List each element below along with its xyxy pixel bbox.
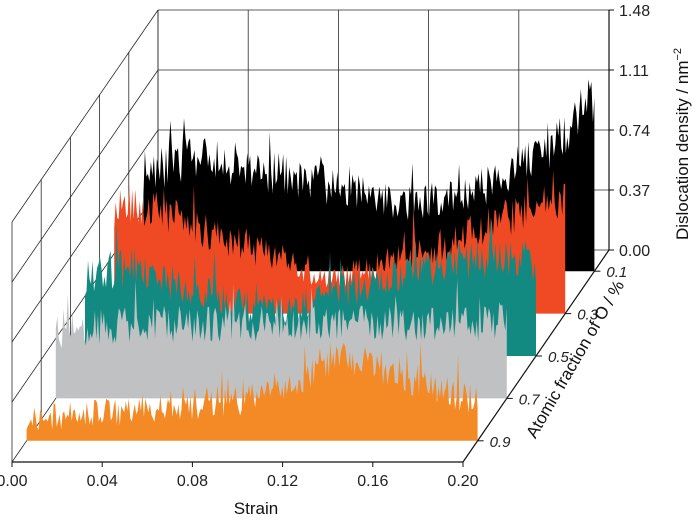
z-tick-label: 1.48 bbox=[619, 3, 650, 20]
x-tick-label: 0.16 bbox=[357, 473, 388, 490]
z-tick-label: 0.74 bbox=[619, 123, 650, 140]
left-wall-gridline bbox=[11, 9, 159, 223]
depth-tick-label: 0.9 bbox=[490, 434, 512, 451]
x-tick-label: 0.08 bbox=[177, 473, 208, 490]
series-area-0-1 bbox=[143, 79, 595, 272]
z-axis-label-main: Dislocation density / nm bbox=[673, 61, 692, 241]
x-tick-label: 0.12 bbox=[267, 473, 298, 490]
depth-tick-label: 0.5 bbox=[548, 349, 570, 366]
depth-tick-label: 0.1 bbox=[606, 264, 627, 281]
x-axis-label: Strain bbox=[234, 499, 278, 518]
z-axis-label: Dislocation density / nm−2 bbox=[672, 48, 692, 240]
z-tick-label: 1.11 bbox=[619, 63, 649, 80]
tick-labels: 0.00 0.04 0.08 0.12 0.16 0.20 0.1 0.3 0.5 0.7 0.9 0… bbox=[0, 3, 650, 490]
left-wall-gridline bbox=[11, 129, 159, 343]
z-axis-label-sup: −2 bbox=[672, 48, 684, 61]
series-area-0-7 bbox=[55, 278, 507, 399]
depth-tick-label: 0.3 bbox=[577, 307, 599, 324]
axes bbox=[11, 9, 614, 467]
left-wall-gridline bbox=[11, 69, 159, 283]
series-area-0-9 bbox=[26, 342, 478, 441]
x-tick-label: 0.20 bbox=[447, 473, 478, 490]
z-tick-label: 0.00 bbox=[619, 243, 650, 260]
z-tick-label: 0.37 bbox=[619, 183, 650, 200]
x-tick-label: 0.04 bbox=[87, 473, 118, 490]
x-tick-label: 0.00 bbox=[0, 473, 28, 490]
depth-tick-label: 0.7 bbox=[519, 391, 541, 408]
series-group bbox=[26, 79, 595, 441]
